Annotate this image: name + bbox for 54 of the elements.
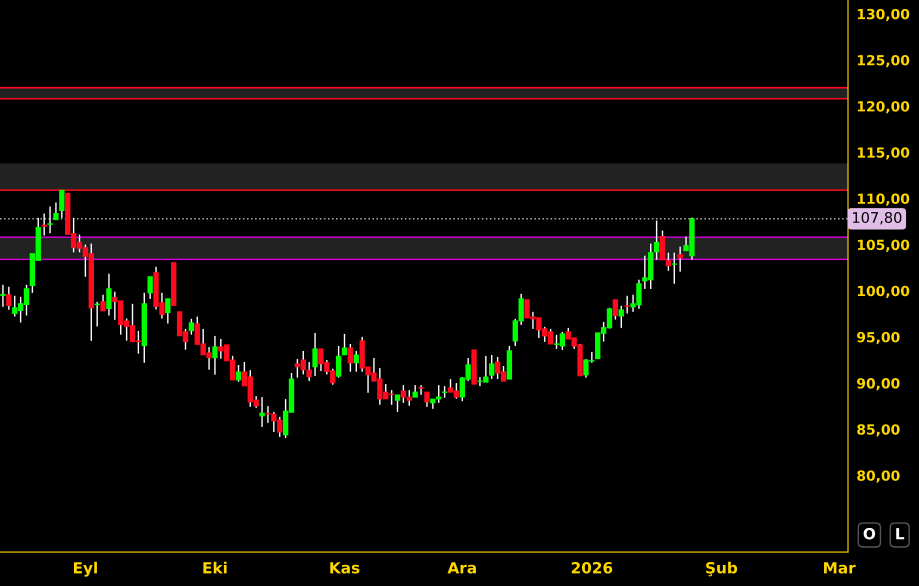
candlestick [412,384,418,398]
candlestick [53,202,59,220]
candlestick [106,273,112,316]
candlestick [259,396,265,428]
candlestick [666,252,672,272]
y-tick-label: 115,00 [858,147,910,160]
x-tick-label: Ara [448,562,476,574]
y-tick-label: 95,00 [857,332,900,344]
x-tick-label: Mar [824,562,856,574]
candlestick [100,294,106,312]
candlestick [6,286,12,310]
text: L [896,528,904,540]
candlestick [618,305,624,329]
y-tick-label: 90,00 [857,378,900,390]
candlestick [59,190,65,219]
x-tick-label: Kas [330,562,360,574]
candlestick [236,364,242,382]
text: O [864,528,876,540]
candlestick [654,220,660,260]
candlestick [424,391,430,408]
candlestick [165,298,171,324]
candlestick [418,384,424,396]
candlestick [336,345,342,378]
candlestick [342,333,348,356]
candlestick [442,385,448,398]
candlestick [354,350,359,372]
candlestick [188,318,194,336]
candlestick [677,246,683,272]
candlestick [212,335,218,376]
x-tick-label: Şub [706,562,738,576]
x-tick-label: Eki [203,562,227,574]
candlestick [660,230,666,260]
candlestick [0,284,6,308]
x-tick-label: Eyl [74,562,97,577]
y-tick-label: 80,00 [857,470,900,483]
candlestick [612,299,618,320]
ref-line-label: 107,80 [852,212,902,224]
y-tick-label: 100,00 [858,286,910,298]
candlestick [394,394,400,413]
candlestick [348,343,354,372]
candlestick [672,252,677,284]
y-tick-label: 125,00 [858,54,910,68]
candlestick [312,332,318,377]
y-tick-label: 105,00 [858,240,910,252]
candlestick [147,276,153,300]
x-tick-label: 2026 [572,562,612,574]
y-tick-label: 85,00 [857,424,900,436]
candlestick [94,301,100,328]
candlestick [489,354,494,380]
candlestick [41,212,47,236]
y-tick-label: 120,00 [858,101,910,114]
y-tick-label: 130,00 [858,8,910,22]
candlestick [47,206,53,234]
y-tick-label: 110,00 [858,193,910,206]
